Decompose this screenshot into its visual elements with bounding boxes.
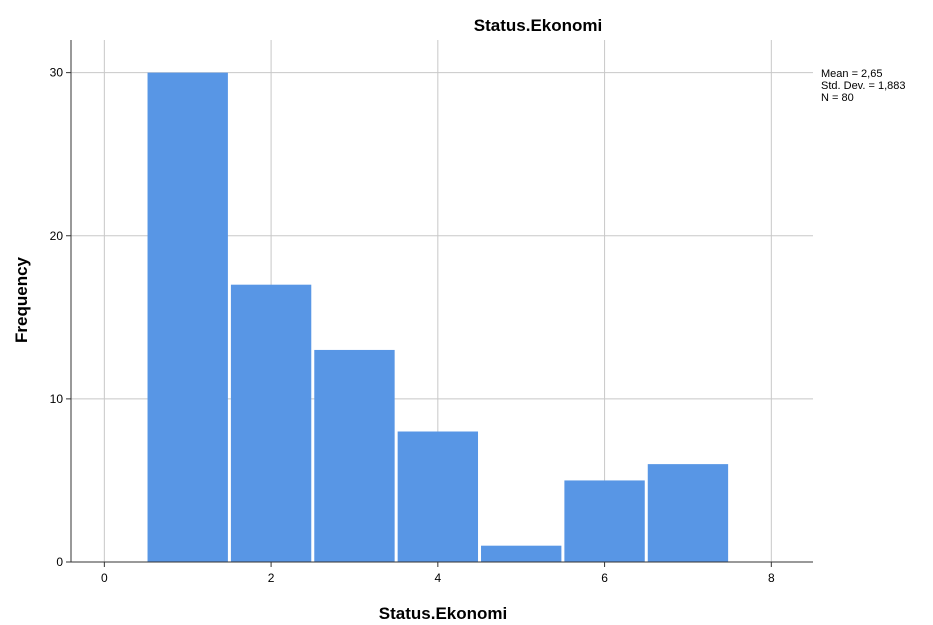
y-tick-label: 10 (50, 392, 64, 406)
y-tick-label: 0 (56, 555, 63, 569)
histogram-bar (230, 284, 312, 562)
histogram-bar (481, 545, 562, 562)
y-axis-label: Frequency (12, 256, 31, 343)
x-tick-label: 6 (601, 571, 608, 585)
histogram-bar (314, 349, 395, 562)
histogram-bar (397, 431, 479, 562)
y-tick-label: 20 (50, 229, 64, 243)
histogram-bar (147, 72, 228, 562)
y-tick-labels: 0 10 20 30 (50, 66, 64, 569)
x-tick-label: 0 (101, 571, 108, 585)
mean-stat: Mean = 2,65 (821, 68, 883, 80)
y-tick-label: 30 (50, 66, 64, 80)
x-tick-label: 4 (434, 571, 441, 585)
x-tick-label: 8 (768, 571, 775, 585)
histogram-bar (564, 480, 645, 562)
x-tick-label: 2 (268, 571, 275, 585)
histogram-bar (647, 464, 729, 562)
x-axis-label: Status.Ekonomi (379, 604, 507, 623)
summary-statistics: Mean = 2,65 Std. Dev. = 1,883 N = 80 (821, 68, 906, 104)
axes (66, 40, 813, 567)
n-stat: N = 80 (821, 92, 854, 104)
x-tick-labels: 0 2 4 6 8 (101, 571, 775, 585)
histogram-bars (147, 72, 729, 562)
std-dev-stat: Std. Dev. = 1,883 (821, 80, 906, 92)
chart-title: Status.Ekonomi (474, 16, 602, 35)
